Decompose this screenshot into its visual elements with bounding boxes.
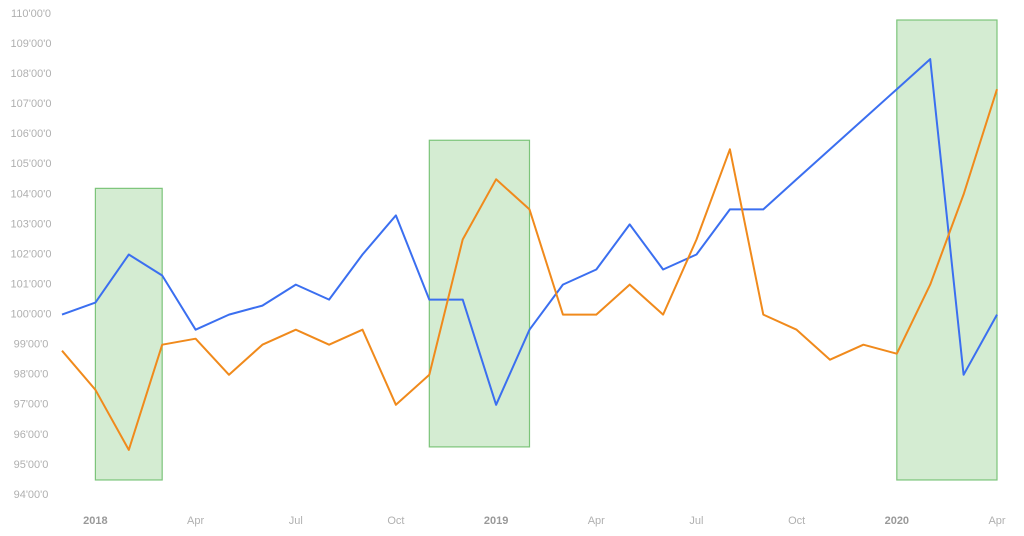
- x-tick-label: Oct: [788, 515, 805, 527]
- x-tick-label: 2019: [484, 515, 508, 527]
- x-tick-label: Apr: [187, 515, 204, 527]
- x-tick-label: Jul: [689, 515, 703, 527]
- y-tick-label: 94'00'0: [14, 489, 49, 501]
- x-tick-label: Apr: [588, 515, 605, 527]
- x-tick-label: 2018: [83, 515, 107, 527]
- y-tick-label: 95'00'0: [14, 459, 49, 471]
- y-tick-label: 106'00'0: [11, 128, 52, 140]
- y-tick-label: 99'00'0: [14, 339, 49, 351]
- highlight-region: [94, 187, 163, 481]
- series-line: [61, 58, 998, 406]
- y-tick-label: 96'00'0: [14, 429, 49, 441]
- x-tick-label: Apr: [988, 515, 1005, 527]
- highlight-region: [428, 139, 531, 448]
- y-tick-label: 109'00'0: [11, 38, 52, 50]
- x-tick-label: 2020: [885, 515, 909, 527]
- y-tick-label: 105'00'0: [11, 158, 52, 170]
- y-tick-label: 97'00'0: [14, 399, 49, 411]
- y-tick-label: 98'00'0: [14, 369, 49, 381]
- y-tick-label: 101'00'0: [11, 278, 52, 290]
- y-tick-label: 104'00'0: [11, 188, 52, 200]
- y-tick-label: 110'00'0: [11, 8, 51, 20]
- y-tick-label: 100'00'0: [11, 309, 52, 321]
- y-tick-label: 102'00'0: [11, 248, 52, 260]
- series-line: [61, 88, 998, 451]
- x-tick-label: Oct: [387, 515, 404, 527]
- y-tick-label: 103'00'0: [11, 218, 52, 230]
- highlight-region: [896, 19, 998, 481]
- y-tick-label: 108'00'0: [11, 68, 52, 80]
- y-tick-label: 107'00'0: [11, 98, 52, 110]
- x-tick-label: Jul: [289, 515, 303, 527]
